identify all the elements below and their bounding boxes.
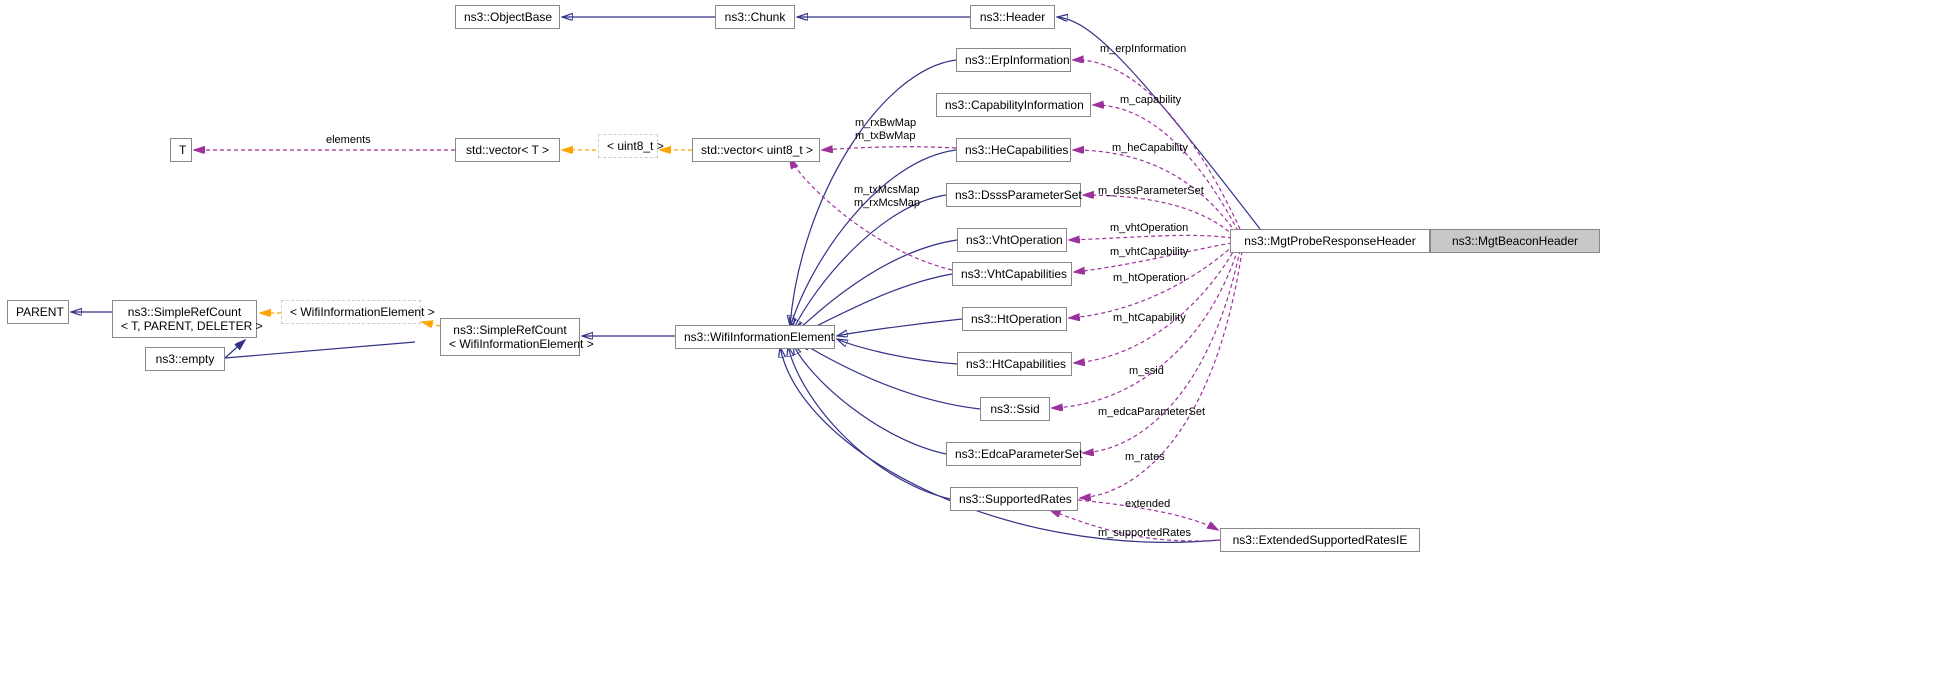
node-label: std::vector< T > — [466, 143, 549, 157]
node-label: ns3::MgtBeaconHeader — [1452, 234, 1578, 248]
node-wifiie[interactable]: ns3::WifiInformationElement — [675, 325, 835, 349]
node-vect: std::vector< T > — [455, 138, 560, 162]
node-label: PARENT — [16, 305, 64, 319]
node-label-2: < T, PARENT, DELETER > — [121, 319, 263, 333]
node-label: ns3::SimpleRefCount — [128, 305, 241, 319]
node-label: ns3::VhtCapabilities — [961, 267, 1067, 281]
node-label: < WifiInformationElement > — [290, 305, 435, 319]
node-T: T — [170, 138, 192, 162]
node-label: std::vector< uint8_t > — [701, 143, 813, 157]
node-chunk[interactable]: ns3::Chunk — [715, 5, 795, 29]
node-edcaps[interactable]: ns3::EdcaParameterSet — [946, 442, 1081, 466]
node-label-2: < WifiInformationElement > — [449, 337, 594, 351]
node-label: ns3::Header — [980, 10, 1045, 24]
node-vecu8: std::vector< uint8_t > — [692, 138, 820, 162]
node-label: ns3::SupportedRates — [959, 492, 1072, 506]
node-label: ns3::SimpleRefCount — [453, 323, 566, 337]
node-htop[interactable]: ns3::HtOperation — [962, 307, 1067, 331]
node-wieTag: < WifiInformationElement > — [281, 300, 421, 324]
node-u8: < uint8_t > — [598, 134, 658, 158]
node-label: ns3::Ssid — [990, 402, 1039, 416]
node-label: ns3::ExtendedSupportedRatesIE — [1233, 533, 1408, 547]
node-empty[interactable]: ns3::empty — [145, 347, 225, 371]
node-htcap[interactable]: ns3::HtCapabilities — [957, 352, 1072, 376]
node-label: < uint8_t > — [607, 139, 664, 153]
node-supprates[interactable]: ns3::SupportedRates — [950, 487, 1078, 511]
node-label: ns3::MgtProbeResponseHeader — [1244, 234, 1415, 248]
node-label: ns3::VhtOperation — [966, 233, 1063, 247]
node-vhtcap[interactable]: ns3::VhtCapabilities — [952, 262, 1072, 286]
node-src_wie[interactable]: ns3::SimpleRefCount< WifiInformationElem… — [440, 318, 580, 356]
node-label: ns3::Chunk — [725, 10, 786, 24]
node-label: ns3::ObjectBase — [464, 10, 552, 24]
node-mgtprobe[interactable]: ns3::MgtProbeResponseHeader — [1230, 229, 1430, 253]
node-label: ns3::DsssParameterSet — [955, 188, 1082, 202]
node-label: ns3::empty — [156, 352, 215, 366]
node-label: ns3::HtCapabilities — [966, 357, 1066, 371]
node-dsssps[interactable]: ns3::DsssParameterSet — [946, 183, 1081, 207]
node-label: ns3::WifiInformationElement — [684, 330, 834, 344]
node-ssid[interactable]: ns3::Ssid — [980, 397, 1050, 421]
node-mgtbeacon[interactable]: ns3::MgtBeaconHeader — [1430, 229, 1600, 253]
node-header[interactable]: ns3::Header — [970, 5, 1055, 29]
node-label: ns3::CapabilityInformation — [945, 98, 1084, 112]
node-hecap[interactable]: ns3::HeCapabilities — [956, 138, 1071, 162]
node-label: T — [179, 143, 186, 157]
node-label: ns3::HtOperation — [971, 312, 1062, 326]
node-parent: PARENT — [7, 300, 69, 324]
node-label: ns3::EdcaParameterSet — [955, 447, 1082, 461]
node-label: ns3::ErpInformation — [965, 53, 1070, 67]
node-capinfo[interactable]: ns3::CapabilityInformation — [936, 93, 1091, 117]
node-src_t[interactable]: ns3::SimpleRefCount< T, PARENT, DELETER … — [112, 300, 257, 338]
node-label: ns3::HeCapabilities — [965, 143, 1068, 157]
node-objbase[interactable]: ns3::ObjectBase — [455, 5, 560, 29]
node-extsr[interactable]: ns3::ExtendedSupportedRatesIE — [1220, 528, 1420, 552]
node-vhtop[interactable]: ns3::VhtOperation — [957, 228, 1067, 252]
node-erpinfo[interactable]: ns3::ErpInformation — [956, 48, 1071, 72]
